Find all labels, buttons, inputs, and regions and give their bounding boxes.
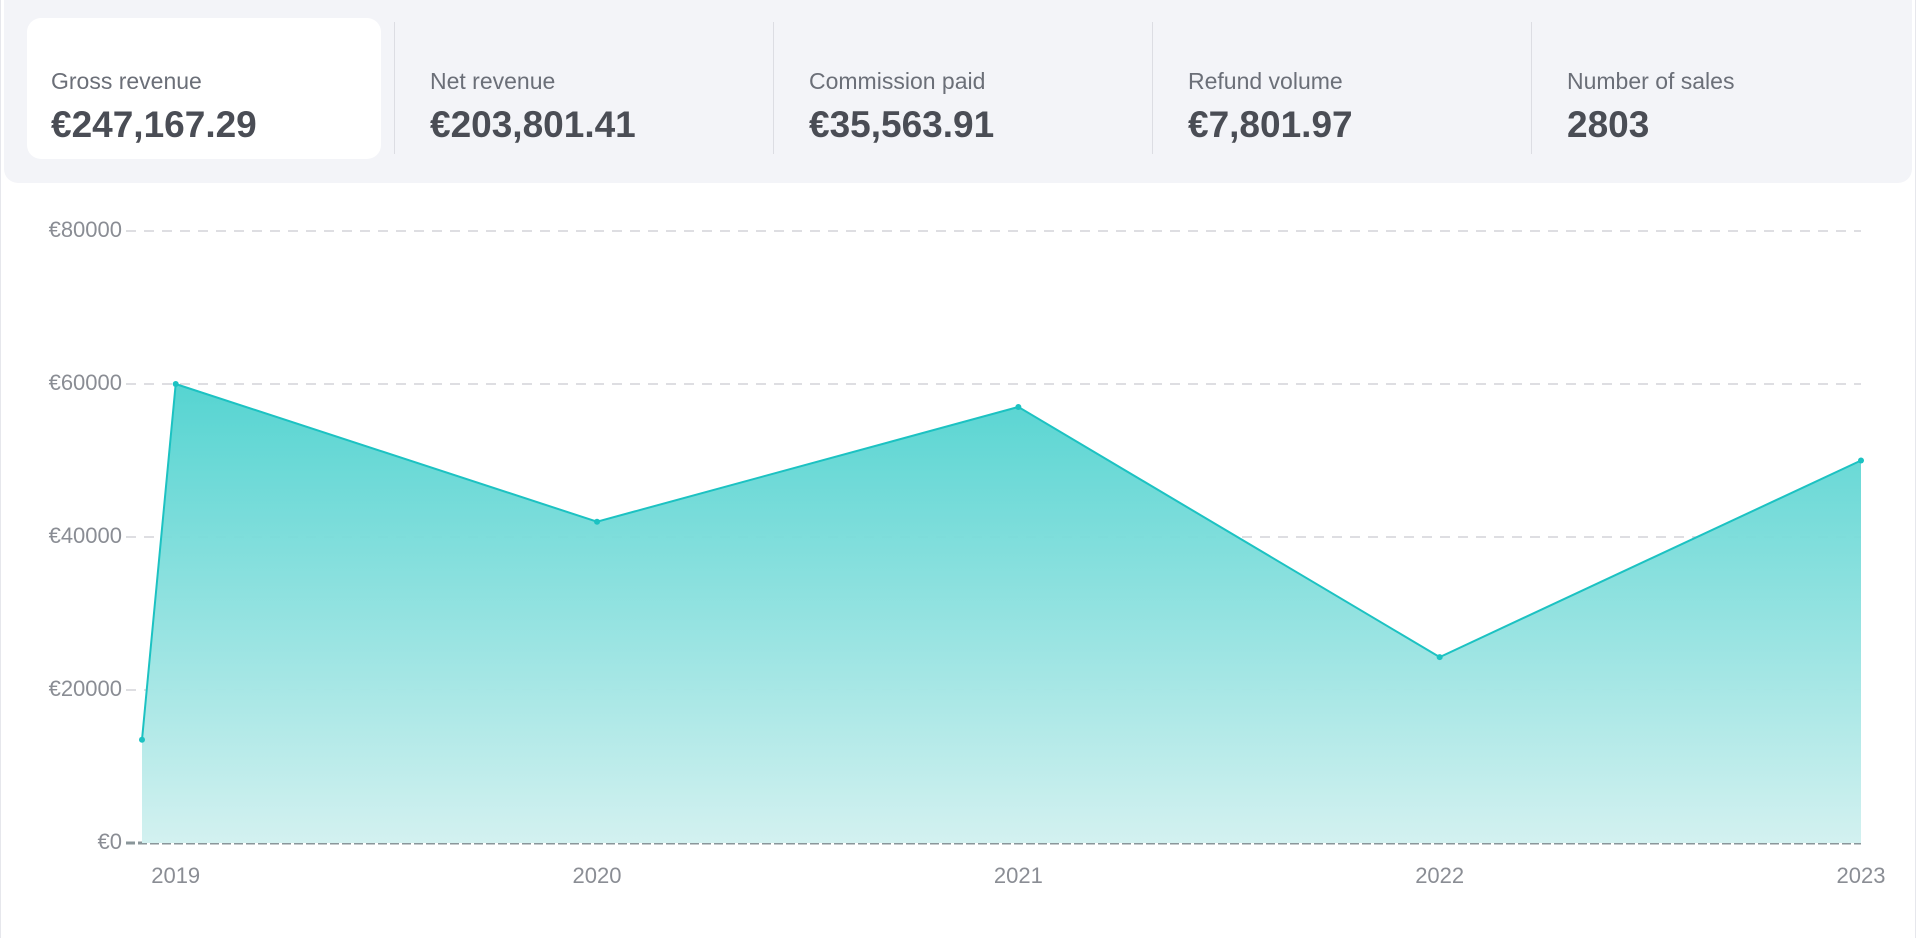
- stats-bar: Gross revenue €247,167.29 Net revenue €203,…: [4, 0, 1912, 183]
- point: [172, 381, 179, 387]
- stat-label: Refund volume: [1188, 68, 1343, 94]
- y-tick-label: €20000: [49, 676, 122, 701]
- y-tick-label: €0: [98, 829, 122, 854]
- stat-label: Commission paid: [809, 68, 986, 94]
- x-tick-label: 2022: [1415, 863, 1464, 888]
- stat-label: Number of sales: [1567, 68, 1735, 94]
- divider: [394, 22, 395, 154]
- stat-card[interactable]: Gross revenue €247,167.29: [27, 18, 381, 159]
- x-tick-label: 2023: [1837, 863, 1886, 888]
- stat-value: €247,167.29: [51, 104, 257, 145]
- point: [1436, 654, 1443, 661]
- stat-card[interactable]: Commission paid €35,563.91: [785, 18, 1139, 159]
- x-tick-label: 2021: [994, 863, 1043, 888]
- stat-card[interactable]: Number of sales 2803: [1543, 18, 1897, 159]
- x-tick-label: 2020: [573, 863, 622, 888]
- stat-value: €35,563.91: [809, 104, 995, 145]
- point: [1858, 457, 1864, 464]
- stat-card[interactable]: Net revenue €203,801.41: [406, 18, 760, 159]
- point: [1015, 403, 1022, 410]
- stat-label: Gross revenue: [51, 68, 202, 94]
- area-line: [141, 382, 1862, 740]
- divider: [1152, 22, 1153, 154]
- divider: [773, 22, 774, 154]
- y-tick-label: €40000: [49, 523, 122, 548]
- point: [139, 736, 145, 743]
- point: [594, 518, 601, 525]
- area-fill: [142, 384, 1861, 843]
- stat-card[interactable]: Refund volume €7,801.97: [1164, 18, 1518, 159]
- stat-label: Net revenue: [430, 68, 556, 94]
- x-tick-label: 2019: [151, 863, 200, 888]
- y-tick-label: €80000: [49, 217, 122, 242]
- stat-value: 2803: [1567, 104, 1650, 145]
- stat-value: €203,801.41: [430, 104, 636, 145]
- stat-value: €7,801.97: [1188, 104, 1353, 145]
- y-tick-label: €60000: [49, 370, 122, 395]
- divider: [1531, 22, 1532, 154]
